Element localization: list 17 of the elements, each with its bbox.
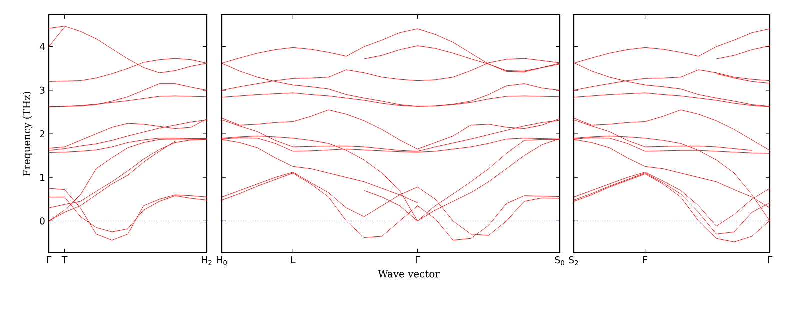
y-tick-label: 1 — [40, 174, 45, 182]
y-tick-label: 4 — [40, 43, 45, 50]
x-tick-label: H$_{0}$ — [217, 256, 227, 266]
x-tick-label: Γ — [768, 256, 773, 264]
x-tick-label: S$_{0}$ — [555, 256, 564, 266]
x-tick-label: F — [643, 256, 648, 264]
y-tick-label: 2 — [40, 130, 45, 138]
x-axis-title: Wave vector — [378, 270, 440, 278]
y-tick-label: 0 — [40, 218, 45, 225]
x-tick-label: L — [291, 256, 296, 264]
x-tick-label: Γ — [47, 256, 52, 264]
x-tick-label: Γ — [416, 256, 420, 264]
y-tick-label: 3 — [40, 86, 45, 94]
x-tick-label: S$_{2}$ — [569, 256, 578, 266]
y-axis-title: Frequency (THz) — [22, 92, 33, 176]
x-tick-label: H$_{2}$ — [202, 256, 212, 266]
x-tick-label: T — [62, 256, 68, 264]
